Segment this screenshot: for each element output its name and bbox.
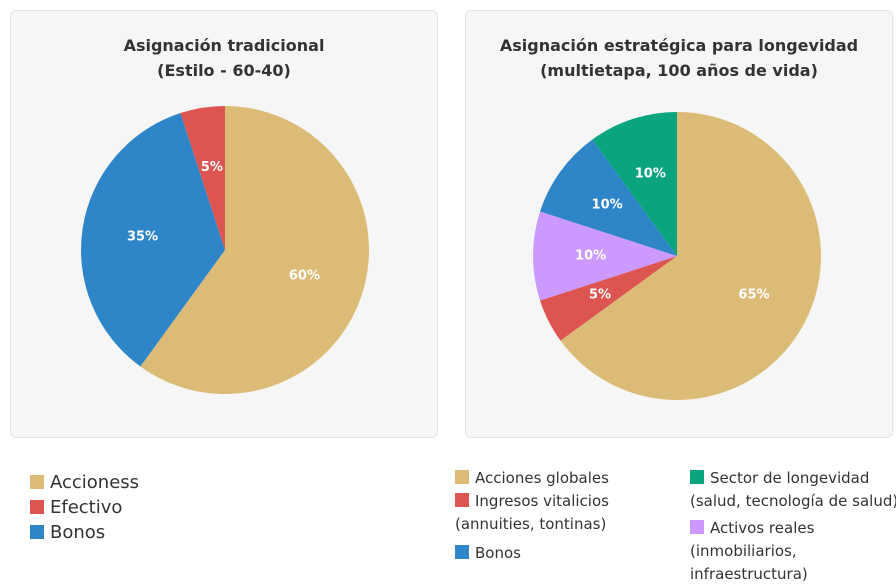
data-label: 10% [575, 249, 606, 264]
data-label: 5% [589, 288, 611, 303]
legend-swatch [30, 475, 44, 489]
title-line: Asignación tradicional [123, 36, 325, 55]
chart-title: Asignación tradicional (Estilo - 60-40) [10, 33, 438, 83]
title-line: Asignación estratégica para longevidad [499, 36, 859, 55]
data-label: 10% [592, 198, 623, 213]
legend-item: Sector de longevidad (salud, tecnología … [690, 467, 896, 513]
legend-swatch [30, 525, 44, 539]
pie-slice [592, 112, 677, 256]
legend-label: Sector de longevidad (salud, tecnología … [690, 469, 896, 510]
legend-item: Ingresos vitalicios (annuities, tontinas… [455, 490, 645, 536]
data-label: 60% [289, 268, 320, 283]
legend-label: Accioness [50, 472, 140, 493]
pie-slice [140, 106, 369, 394]
legend-item: Bonos [30, 520, 230, 546]
title-line: (Estilo - 60-40) [157, 61, 291, 80]
pie-slice [560, 112, 821, 400]
legend-swatch [690, 470, 704, 484]
legend-swatch [455, 470, 469, 484]
chart-title: Asignación estratégica para longevidad (m… [465, 33, 893, 83]
pie-slice [81, 113, 225, 367]
legend-label: Efectivo [50, 497, 123, 518]
legend-item: Efectivo [30, 495, 230, 521]
legend-swatch [455, 493, 469, 507]
legend-item: Accioness [30, 470, 230, 496]
legend-swatch [690, 520, 704, 534]
title-line: (multietapa, 100 años de vida) [540, 61, 818, 80]
data-label: 65% [738, 288, 769, 303]
data-label: 10% [635, 166, 666, 181]
legend-item: Activos reales (inmobiliarios, infraestr… [690, 517, 890, 586]
legend-swatch [30, 500, 44, 514]
legend-item: Bonos [455, 542, 655, 565]
pie-slice [180, 106, 225, 250]
legend-label: Activos reales (inmobiliarios, infraestr… [690, 519, 815, 583]
data-label: 5% [201, 160, 223, 175]
legend-label: Ingresos vitalicios (annuities, tontinas… [455, 492, 609, 533]
pie-slice [540, 139, 677, 256]
legend-swatch [455, 545, 469, 559]
legend-label: Acciones globales [475, 469, 609, 487]
data-label: 35% [127, 229, 158, 244]
legend-label: Bonos [50, 522, 106, 543]
legend-label: Bonos [475, 544, 521, 562]
legend-item: Acciones globales [455, 467, 655, 490]
pie-slice [533, 211, 677, 301]
pie-slice [540, 256, 677, 341]
